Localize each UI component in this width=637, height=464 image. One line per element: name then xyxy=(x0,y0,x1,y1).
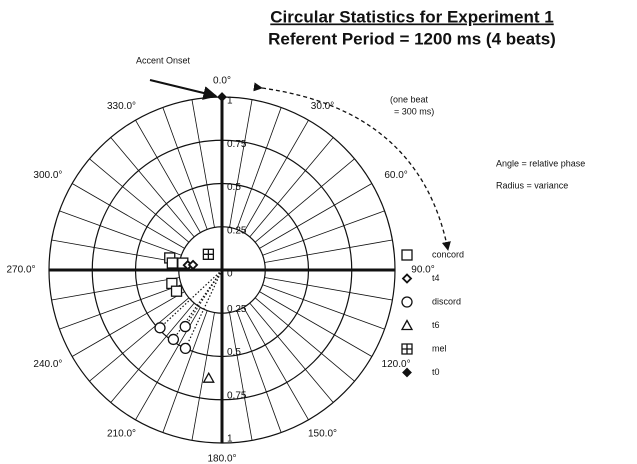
point xyxy=(187,259,199,271)
angle-tick-label: 240.0° xyxy=(33,359,62,370)
r-tick-label: 0 xyxy=(227,269,233,280)
r-tick-label: 0.25 xyxy=(227,225,247,236)
beat-arrow xyxy=(253,82,451,251)
spoke xyxy=(89,297,190,382)
point xyxy=(167,333,180,346)
spoke xyxy=(229,312,253,441)
angle-tick-label: 90.0° xyxy=(411,265,434,276)
legend-label: t4 xyxy=(432,273,440,283)
spoke xyxy=(191,312,215,441)
angle-tick-label: 330.0° xyxy=(107,101,136,112)
spoke xyxy=(264,239,393,263)
spoke xyxy=(229,99,253,228)
spoke xyxy=(243,119,309,233)
spoke xyxy=(110,302,195,403)
ray xyxy=(184,269,223,349)
legend-label: discord xyxy=(432,296,461,306)
spoke xyxy=(59,210,182,256)
point xyxy=(202,371,215,383)
legend-label: concord xyxy=(432,249,464,259)
r-tick-label: 1 xyxy=(227,96,233,107)
spoke xyxy=(254,297,355,382)
spoke xyxy=(71,291,185,357)
r-tick-label: 0.25 xyxy=(227,304,247,315)
spoke xyxy=(162,310,208,433)
angle-tick-label: 150.0° xyxy=(308,428,337,439)
annotation: Radius = variance xyxy=(496,180,568,190)
spoke xyxy=(264,277,393,301)
spoke xyxy=(259,291,373,357)
spoke xyxy=(191,99,215,228)
legend-marker xyxy=(401,273,413,284)
spoke xyxy=(51,239,180,263)
r-tick-label: 0.5 xyxy=(227,182,241,193)
legend-marker xyxy=(401,343,413,355)
legend-marker xyxy=(401,296,413,308)
point xyxy=(170,285,183,297)
angle-tick-label: 120.0° xyxy=(382,359,411,370)
point xyxy=(154,322,166,334)
accent-arrow xyxy=(149,79,218,100)
point xyxy=(179,342,192,355)
annotation: (one beat xyxy=(390,94,429,104)
legend-marker xyxy=(402,367,412,378)
spoke xyxy=(110,137,195,238)
angle-tick-label: 180.0° xyxy=(207,454,236,464)
annotation: Angle = relative phase xyxy=(496,158,585,168)
r-tick-label: 1 xyxy=(227,434,233,445)
spoke xyxy=(254,158,355,243)
spoke xyxy=(243,307,309,421)
angle-tick-label: 0.0° xyxy=(213,76,231,87)
spoke xyxy=(249,302,334,403)
r-tick-label: 0.5 xyxy=(227,347,241,358)
angle-tick-label: 300.0° xyxy=(33,170,62,181)
chart-subtitle: Referent Period = 1200 ms (4 beats) xyxy=(268,29,556,48)
legend-marker xyxy=(400,319,414,331)
legend-label: mel xyxy=(432,343,447,353)
legend-marker xyxy=(401,249,413,261)
point xyxy=(166,257,178,269)
angle-tick-label: 210.0° xyxy=(107,428,136,439)
point xyxy=(217,92,227,102)
point xyxy=(202,248,215,260)
spoke xyxy=(249,137,334,238)
spoke xyxy=(236,107,282,230)
spoke xyxy=(259,183,373,249)
spoke xyxy=(135,119,201,233)
annotation: = 300 ms) xyxy=(394,106,434,116)
spoke xyxy=(89,158,190,243)
spoke xyxy=(51,277,180,301)
spoke xyxy=(236,310,282,433)
spoke xyxy=(135,307,201,421)
spoke xyxy=(59,284,182,330)
legend-label: t0 xyxy=(432,367,440,377)
angle-tick-label: 270.0° xyxy=(6,265,35,276)
angle-tick-label: 30.0° xyxy=(311,101,334,112)
r-tick-label: 0.75 xyxy=(227,390,247,401)
point xyxy=(179,320,191,333)
r-tick-label: 0.75 xyxy=(227,139,247,150)
spoke xyxy=(71,183,185,249)
spoke xyxy=(262,210,385,256)
chart-title: Circular Statistics for Experiment 1 xyxy=(270,7,553,26)
ray xyxy=(159,269,223,329)
angle-tick-label: 60.0° xyxy=(384,170,407,181)
annotation: Accent Onset xyxy=(136,55,191,65)
legend-label: t6 xyxy=(432,320,440,330)
ray xyxy=(184,269,223,327)
spoke xyxy=(162,107,208,230)
spoke xyxy=(262,284,385,330)
